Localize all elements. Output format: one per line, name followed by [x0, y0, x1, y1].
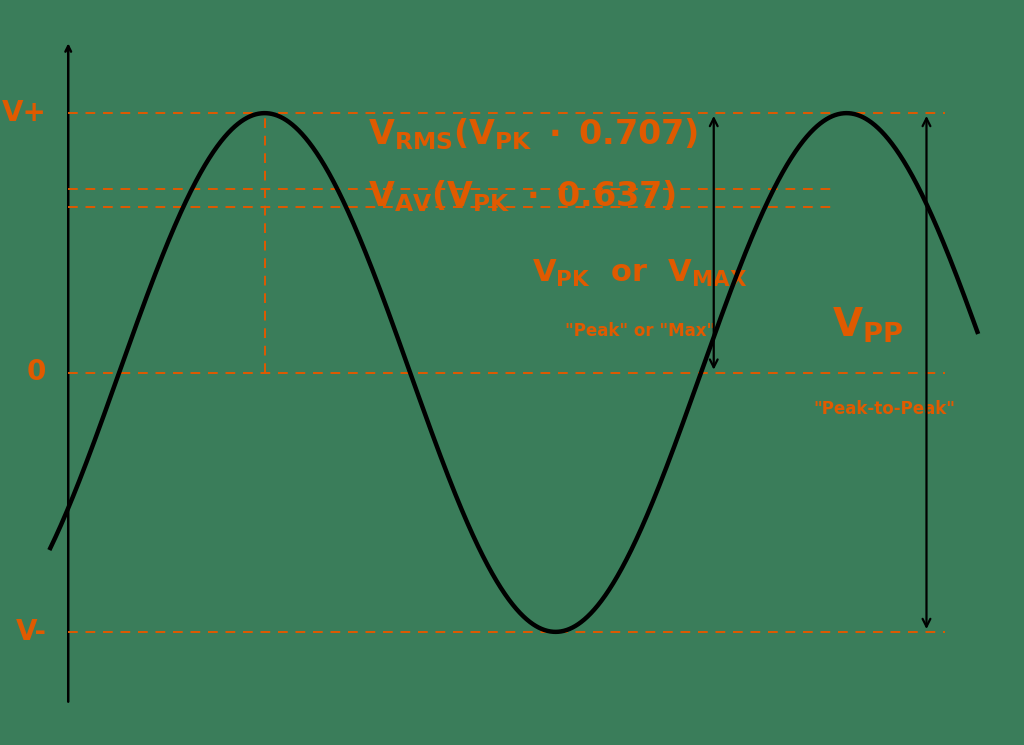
Text: "Peak" or "Max": "Peak" or "Max" [564, 322, 715, 340]
Text: $\mathregular{V_{AV}(V_{PK}\ \cdot\ 0.637)}$: $\mathregular{V_{AV}(V_{PK}\ \cdot\ 0.63… [369, 178, 677, 214]
Text: V+: V+ [2, 99, 46, 127]
Text: $\mathregular{V_{PP}}$: $\mathregular{V_{PP}}$ [831, 306, 903, 346]
Text: V-: V- [15, 618, 46, 646]
Text: $\mathregular{V_{RMS}(V_{PK}\ \cdot\ 0.707)}$: $\mathregular{V_{RMS}(V_{PK}\ \cdot\ 0.7… [369, 116, 698, 152]
Text: 0: 0 [27, 358, 46, 387]
Text: "Peak-to-Peak": "Peak-to-Peak" [814, 400, 955, 418]
Text: $\mathregular{V_{PK}}$  or  $\mathregular{V_{MAX}}$: $\mathregular{V_{PK}}$ or $\mathregular{… [531, 259, 748, 290]
